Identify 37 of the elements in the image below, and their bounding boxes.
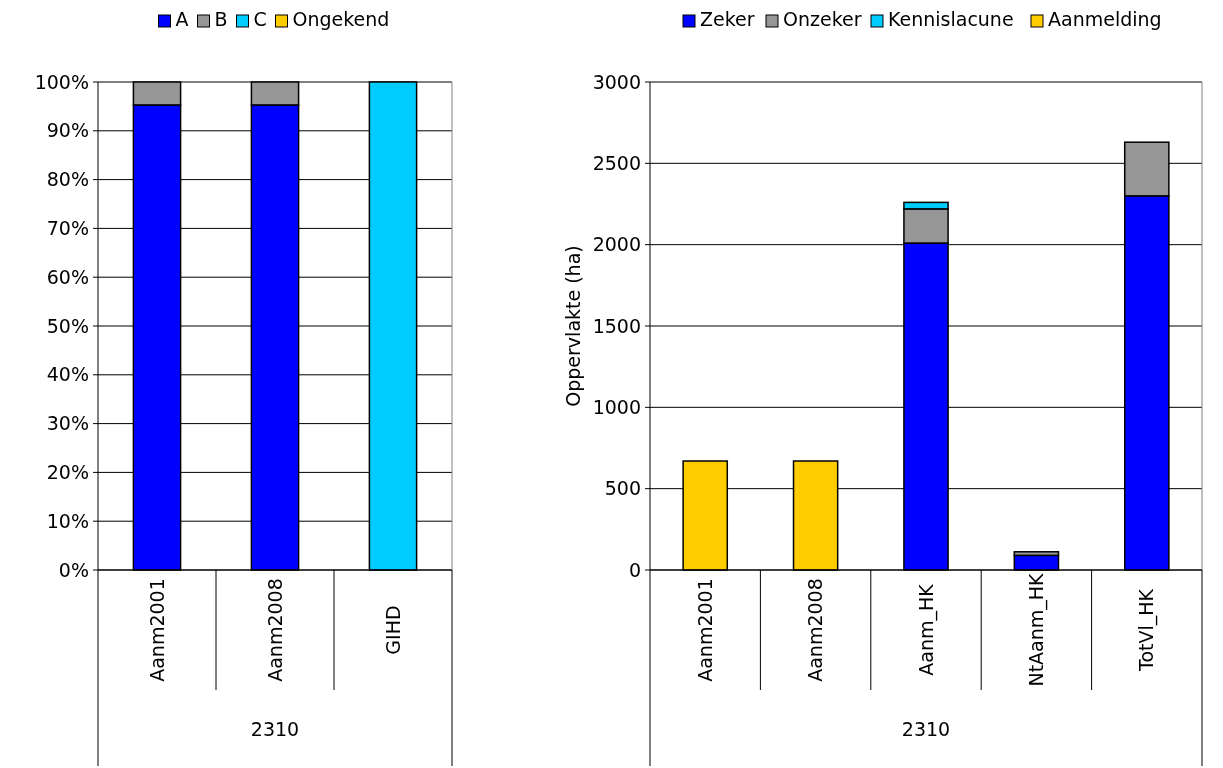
- y-tick-label: 60%: [46, 265, 89, 288]
- y-tick-label: 0%: [58, 558, 89, 581]
- x-tick-label: GIHD: [381, 605, 404, 655]
- x-tick-label: Aanm2001: [145, 578, 168, 682]
- legend-label: C: [253, 8, 267, 30]
- y-tick-label: 10%: [46, 509, 89, 532]
- y-tick-label: 1500: [592, 314, 641, 337]
- x-tick-label: Aanm_HK: [914, 583, 938, 676]
- x-axis-title: 2310: [250, 717, 300, 740]
- y-tick-label: 70%: [46, 217, 89, 240]
- legend-label: Ongekend: [292, 8, 390, 30]
- y-tick-label: 40%: [46, 363, 89, 386]
- x-tick-label: Aanm2008: [804, 578, 827, 682]
- y-axis-title: Oppervlakte (ha): [562, 245, 584, 407]
- legend-label: Aanmelding: [1048, 8, 1162, 30]
- legend-label: A: [175, 8, 189, 30]
- legend-label: Zeker: [700, 8, 755, 30]
- y-tick-label: 80%: [46, 168, 89, 191]
- x-tick-label: NtAanm_HK: [1025, 572, 1049, 687]
- x-tick-label: Aanm2008: [263, 578, 286, 682]
- y-tick-label: 0: [628, 558, 641, 581]
- x-axis-title: 2310: [901, 717, 951, 740]
- y-tick-label: 500: [604, 477, 641, 500]
- y-tick-label: 1000: [592, 395, 641, 418]
- y-tick-label: 20%: [46, 461, 89, 484]
- legend-label: Kennislacune: [888, 8, 1014, 30]
- y-tick-label: 2000: [592, 233, 641, 256]
- y-tick-label: 50%: [46, 314, 89, 337]
- y-tick-label: 30%: [46, 412, 89, 435]
- y-tick-label: 100%: [34, 70, 89, 93]
- y-tick-label: 90%: [46, 119, 89, 142]
- x-tick-label: TotVl_HK: [1135, 588, 1159, 672]
- y-tick-label: 3000: [592, 70, 641, 93]
- legend-label: Onzeker: [783, 8, 862, 30]
- x-tick-label: Aanm2001: [693, 578, 716, 682]
- y-tick-label: 2500: [592, 151, 641, 174]
- legend-label: B: [214, 8, 228, 30]
